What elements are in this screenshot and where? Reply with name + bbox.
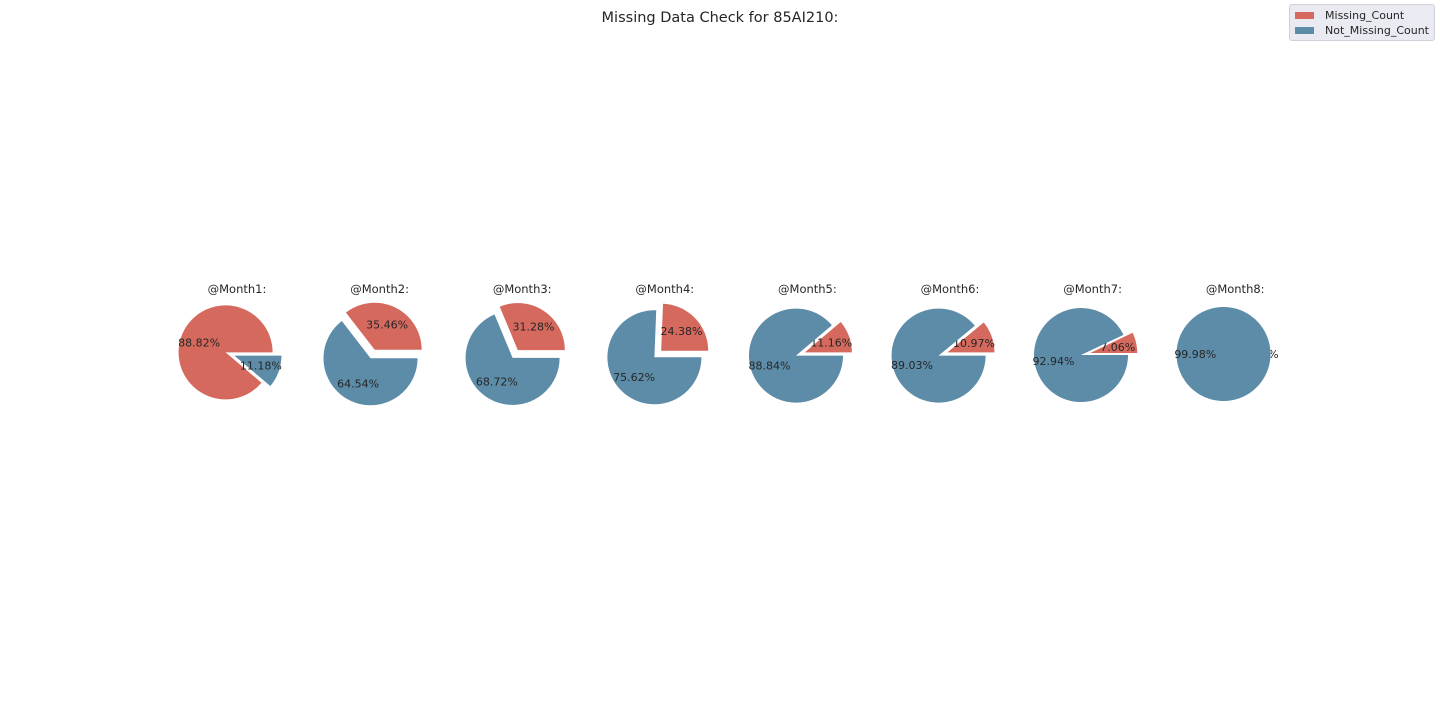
pie-slice-not-missing: [465, 314, 560, 405]
pie-slice-missing: [804, 322, 852, 353]
pie-chart-month3: @Month3: 31.28% 68.72%: [465, 282, 565, 405]
legend-label-not-missing: Not_Missing_Count: [1325, 24, 1429, 37]
pie-value-label: 24.38%: [661, 325, 703, 338]
pie-slice-not-missing: [891, 308, 986, 403]
pie-value-label: 35.46%: [366, 319, 408, 332]
legend-item-not-missing: Not_Missing_Count: [1295, 23, 1429, 38]
pie-slice-not-missing: [748, 308, 843, 403]
legend-item-missing: Missing_Count: [1295, 8, 1429, 23]
pie-value-label: 10.97%: [953, 337, 995, 350]
pie-slice-not-missing: [607, 310, 702, 405]
pie-chart-month1: @Month1: 88.82% 11.18%: [178, 282, 282, 400]
legend-swatch-missing: [1295, 12, 1315, 19]
pie-slice-not-missing: [234, 355, 282, 386]
pie-value-label: 68.72%: [476, 375, 518, 388]
pie-chart-month5: @Month5: 11.16% 88.84%: [748, 282, 852, 403]
pie-chart-month6: @Month6: 10.97% 89.03%: [891, 282, 995, 403]
pie-value-label: 11.18%: [240, 359, 282, 372]
pie-value-label: 88.82%: [178, 337, 220, 350]
pie-chart-month8: @Month8:0.02%99.98%: [1174, 282, 1280, 401]
pie-chart-month4: @Month4: 24.38% 75.62%: [607, 282, 709, 405]
pie-value-label: 7.06%: [1100, 341, 1135, 354]
pie-slice-missing: [345, 302, 422, 350]
pie-value-label: 75.62%: [613, 371, 655, 384]
pie-title: @Month5:: [778, 282, 837, 296]
pie-chart-month7: @Month7: 7.06% 92.94%: [1033, 282, 1138, 403]
pie-slice-missing: [1090, 332, 1138, 353]
pie-slice-not-missing: [1176, 307, 1271, 401]
pie-value-label: 92.94%: [1033, 355, 1075, 368]
pie-title: @Month4:: [635, 282, 694, 296]
pie-slice-missing: [661, 303, 709, 351]
pie-slice-missing: [499, 303, 565, 351]
pie-title: @Month8:: [1206, 282, 1265, 296]
pie-value-label: 64.54%: [337, 378, 379, 391]
pie-value-label: 99.98%: [1174, 348, 1216, 361]
legend: Missing_Count Not_Missing_Count: [1289, 4, 1435, 41]
pie-title: @Month2:: [350, 282, 409, 296]
pie-title: @Month7:: [1063, 282, 1122, 296]
pie-title: @Month6:: [921, 282, 980, 296]
pie-value-label: 89.03%: [891, 359, 933, 372]
pie-value-label: 31.28%: [513, 321, 555, 334]
pie-title: @Month3:: [493, 282, 552, 296]
legend-label-missing: Missing_Count: [1325, 9, 1405, 22]
pie-slice-missing: [947, 322, 995, 353]
pie-slice-not-missing: [1034, 308, 1129, 403]
legend-swatch-not-missing: [1295, 27, 1315, 34]
chart-title: Missing Data Check for 85AI210:: [601, 10, 839, 26]
pie-value-label: 88.84%: [749, 359, 791, 372]
pie-slice-missing: [178, 305, 273, 400]
pie-value-label: 11.16%: [810, 337, 852, 350]
pie-chart-month2: @Month2: 35.46% 64.54%: [323, 282, 422, 406]
pie-slice-not-missing: [323, 321, 418, 406]
pie-title: @Month1:: [208, 282, 267, 296]
